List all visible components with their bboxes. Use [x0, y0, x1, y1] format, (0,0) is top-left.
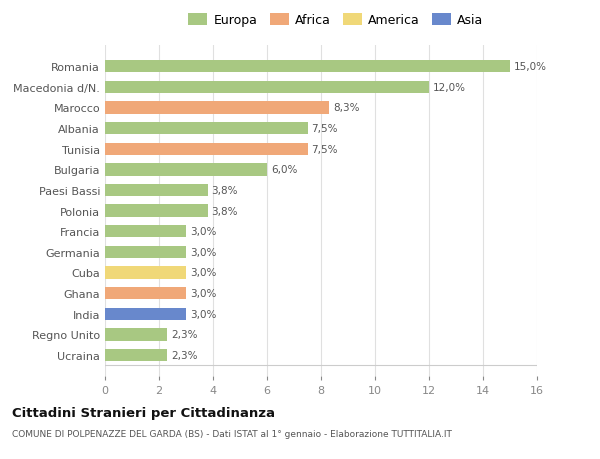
Text: 12,0%: 12,0% — [433, 83, 466, 93]
Text: COMUNE DI POLPENAZZE DEL GARDA (BS) - Dati ISTAT al 1° gennaio - Elaborazione TU: COMUNE DI POLPENAZZE DEL GARDA (BS) - Da… — [12, 429, 452, 438]
Bar — [105, 61, 510, 73]
Text: 3,8%: 3,8% — [212, 206, 238, 216]
Text: Cittadini Stranieri per Cittadinanza: Cittadini Stranieri per Cittadinanza — [12, 406, 275, 419]
Text: 3,0%: 3,0% — [190, 227, 217, 237]
Text: 8,3%: 8,3% — [333, 103, 359, 113]
Text: 3,0%: 3,0% — [190, 288, 217, 298]
Bar — [105, 287, 186, 300]
Bar — [105, 267, 186, 279]
Text: 15,0%: 15,0% — [514, 62, 547, 72]
Legend: Europa, Africa, America, Asia: Europa, Africa, America, Asia — [184, 9, 488, 32]
Bar — [105, 349, 167, 361]
Bar — [105, 82, 429, 94]
Bar — [105, 102, 329, 114]
Bar — [105, 329, 167, 341]
Text: 3,0%: 3,0% — [190, 309, 217, 319]
Bar — [105, 246, 186, 258]
Bar — [105, 185, 208, 197]
Text: 2,3%: 2,3% — [171, 350, 197, 360]
Bar — [105, 308, 186, 320]
Text: 6,0%: 6,0% — [271, 165, 298, 175]
Bar — [105, 123, 308, 135]
Text: 7,5%: 7,5% — [311, 145, 338, 154]
Bar — [105, 225, 186, 238]
Bar — [105, 205, 208, 217]
Bar — [105, 164, 267, 176]
Text: 3,8%: 3,8% — [212, 185, 238, 196]
Bar — [105, 143, 308, 156]
Text: 7,5%: 7,5% — [311, 124, 338, 134]
Text: 3,0%: 3,0% — [190, 268, 217, 278]
Text: 3,0%: 3,0% — [190, 247, 217, 257]
Text: 2,3%: 2,3% — [171, 330, 197, 340]
